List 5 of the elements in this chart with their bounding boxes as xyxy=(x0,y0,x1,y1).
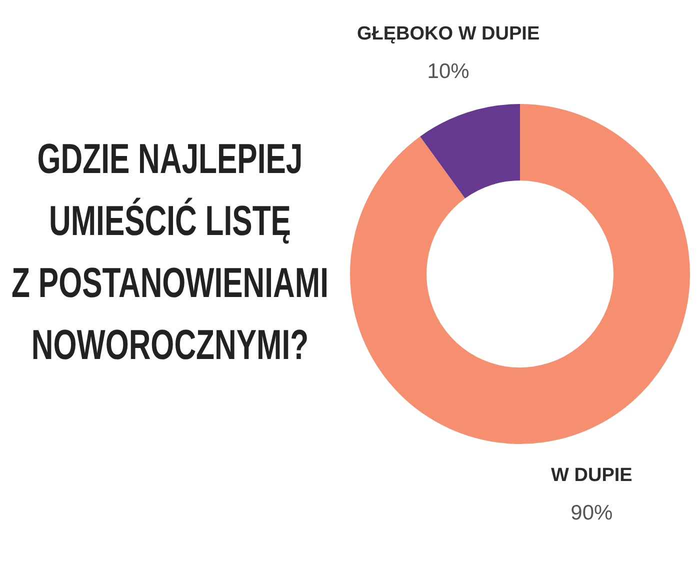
data-label: 10% xyxy=(427,60,470,84)
slice-label: W DUPIE xyxy=(551,464,632,486)
text: GDZIE NAJLEPIEJ UMIEŚCIĆ LISTĘ Z POSTANOWIENIAMI NOWOROCZNYMI? xyxy=(10,134,330,370)
data-label: 90% xyxy=(570,501,613,524)
slice-label: GŁĘBOKO W DUPIE xyxy=(356,24,540,45)
